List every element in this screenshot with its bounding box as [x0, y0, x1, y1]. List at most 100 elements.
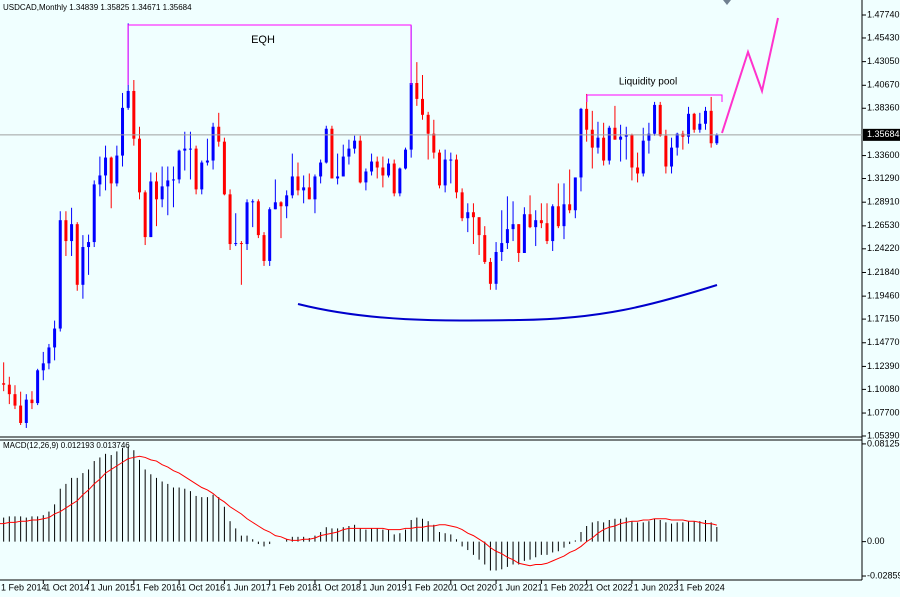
- annotation: EQH: [251, 34, 275, 46]
- candle-body: [171, 179, 175, 181]
- x-tick-label: 1 Oct 2022: [589, 582, 633, 592]
- candle-body: [437, 152, 441, 186]
- candle-body: [251, 201, 255, 203]
- candle-body: [404, 149, 408, 169]
- candle-body: [188, 148, 192, 150]
- y-tick-label: 0.00: [867, 536, 885, 546]
- candle-body: [222, 141, 226, 195]
- candle-body: [7, 384, 11, 395]
- candle-body: [398, 168, 402, 194]
- x-tick-label: 1 Feb 2014: [1, 582, 47, 592]
- candle-body: [36, 370, 40, 404]
- candle-body: [443, 159, 447, 186]
- candle-body: [330, 128, 334, 179]
- candle-body: [590, 129, 594, 148]
- candle-body: [556, 206, 560, 227]
- candle-body: [149, 181, 153, 238]
- candle-body: [239, 243, 243, 245]
- candle-body: [426, 114, 430, 134]
- candle-body: [13, 394, 17, 406]
- candle-body: [517, 224, 521, 253]
- candle-body: [370, 161, 374, 172]
- x-tick-label: 1 Feb 2020: [408, 582, 454, 592]
- candle-body: [364, 171, 368, 183]
- candle-body: [670, 147, 674, 167]
- candle-body: [290, 176, 294, 196]
- candle-body: [109, 157, 113, 184]
- candle-body: [619, 136, 623, 140]
- candle-body: [268, 209, 272, 261]
- candle-body: [573, 177, 577, 211]
- candle-body: [698, 123, 702, 130]
- candle-body: [387, 163, 391, 176]
- candle-body: [483, 235, 487, 262]
- candle-body: [409, 83, 413, 150]
- candle-body: [313, 176, 317, 200]
- y-tick-label: 1.26530: [867, 220, 900, 230]
- y-tick-label: 1.38360: [867, 103, 900, 113]
- candle-body: [47, 347, 51, 364]
- x-tick-label: 1 Jun 2015: [91, 582, 136, 592]
- candle-body: [505, 229, 509, 244]
- candle-body: [205, 160, 209, 163]
- candle-body: [421, 98, 424, 115]
- candle-body: [392, 163, 396, 194]
- candle-body: [41, 363, 45, 371]
- x-tick-label: 1 Feb 2022: [543, 582, 589, 592]
- y-tick-label: 1.40670: [867, 80, 900, 90]
- candle-body: [30, 399, 34, 404]
- candle-body: [228, 194, 232, 245]
- candle-body: [630, 134, 634, 168]
- candle-body: [432, 133, 436, 153]
- shift-marker: [723, 0, 731, 5]
- candle-body: [2, 383, 6, 385]
- indicator-title: MACD(12,26,9) 0.012193 0.013746: [3, 441, 130, 450]
- candle-body: [494, 252, 498, 284]
- y-tick-label: 1.12390: [867, 361, 900, 371]
- candle-body: [449, 159, 453, 161]
- x-tick-label: 1 Oct 2020: [453, 582, 497, 592]
- candle-body: [336, 176, 340, 179]
- x-tick-label: 1 Jun 2023: [634, 582, 679, 592]
- candle-body: [511, 224, 515, 230]
- candle-body: [562, 204, 566, 227]
- candle-body: [126, 90, 130, 108]
- candle-body: [138, 138, 141, 193]
- candle-body: [522, 214, 526, 253]
- x-tick-label: 1 Jun 2019: [362, 582, 407, 592]
- y-tick-label: 1.24220: [867, 243, 900, 253]
- candle-body: [177, 150, 181, 180]
- candle-body: [70, 224, 74, 242]
- y-tick-label: 1.14770: [867, 337, 900, 347]
- candle-body: [715, 134, 719, 144]
- x-tick-label: 1 Jun 2017: [226, 582, 271, 592]
- candle-body: [296, 176, 300, 191]
- candle-body: [539, 220, 543, 224]
- signal-line: [0, 455, 717, 567]
- current-price-box: [863, 128, 900, 141]
- candle-body: [653, 104, 657, 134]
- candle-body: [262, 235, 266, 261]
- candle-body: [347, 148, 351, 157]
- x-tick-label: 1 Oct 2018: [317, 582, 361, 592]
- y-tick-label: 1.17150: [867, 313, 900, 323]
- candle-body: [53, 328, 57, 348]
- candle-body: [602, 137, 606, 161]
- candle-body: [471, 212, 475, 218]
- candle-body: [579, 108, 583, 178]
- candle-body: [658, 104, 662, 136]
- candle-body: [307, 187, 311, 200]
- candle-body: [154, 181, 158, 200]
- candle-body: [104, 157, 108, 176]
- y-tick-label: 1.21840: [867, 267, 900, 277]
- candle-body: [454, 159, 458, 193]
- y-tick-label: 1.07700: [867, 407, 900, 417]
- eqh-line: [127, 24, 412, 85]
- candle-body: [568, 204, 572, 211]
- projection-line: [721, 17, 779, 134]
- y-tick-label: 1.10080: [867, 384, 900, 394]
- candle-body: [460, 192, 464, 219]
- candle-body: [24, 399, 28, 423]
